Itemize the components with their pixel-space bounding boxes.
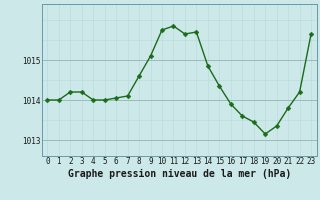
- X-axis label: Graphe pression niveau de la mer (hPa): Graphe pression niveau de la mer (hPa): [68, 169, 291, 179]
